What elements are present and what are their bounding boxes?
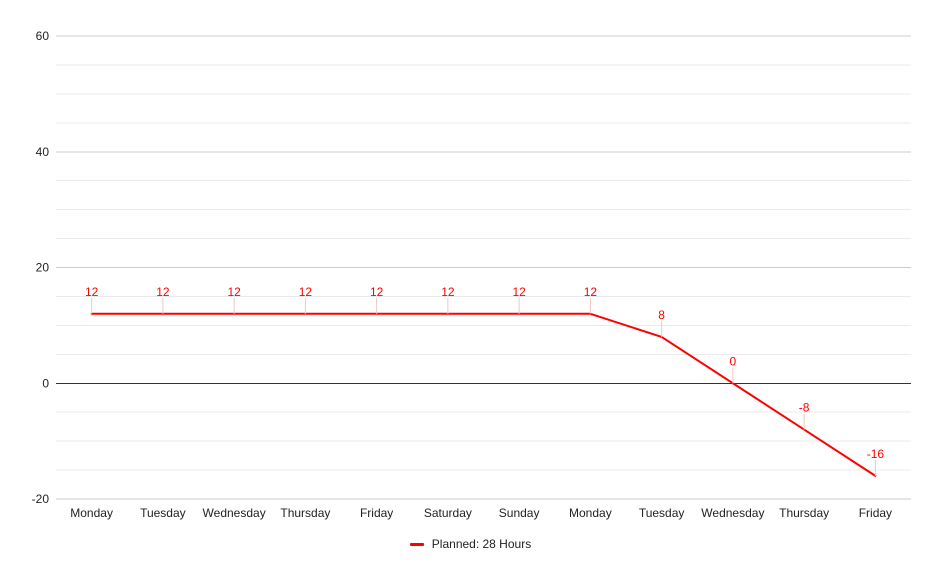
x-tick-label: Friday: [859, 506, 892, 520]
y-tick-label: 40: [36, 145, 50, 159]
legend-swatch: [409, 542, 424, 546]
data-label: 12: [441, 285, 455, 299]
gridlines: [56, 35, 911, 500]
y-tick-label: 20: [36, 261, 50, 275]
x-axis-tick-labels: Monday Tuesday Wednesday Thursday Friday Satu…: [70, 506, 892, 520]
x-tick-label: Tuesday: [140, 506, 186, 520]
data-labels: 12 12 12 12 12 12 12 12 8 0 -8 -16: [85, 285, 884, 476]
x-tick-label: Wednesday: [203, 506, 266, 520]
y-axis-tick-labels: 60 40 20 0 -20: [32, 29, 50, 506]
data-label: 8: [658, 308, 665, 322]
data-label: 12: [370, 285, 384, 299]
y-tick-label: -20: [32, 492, 50, 506]
data-label: 12: [512, 285, 526, 299]
data-label: 12: [85, 285, 99, 299]
data-label: 12: [156, 285, 170, 299]
legend-series-label: Planned: 28 Hours: [431, 537, 532, 551]
x-tick-label: Thursday: [779, 506, 829, 520]
y-tick-label: 60: [36, 29, 50, 43]
data-label: 12: [227, 285, 241, 299]
data-label: 0: [730, 354, 737, 368]
data-label: -8: [799, 401, 810, 415]
x-tick-label: Sunday: [499, 506, 540, 520]
x-tick-label: Thursday: [280, 506, 330, 520]
series-line: [90, 312, 877, 477]
x-tick-label: Friday: [360, 506, 393, 520]
x-tick-label: Tuesday: [639, 506, 685, 520]
x-tick-label: Saturday: [424, 506, 472, 520]
x-tick-label: Monday: [569, 506, 612, 520]
y-tick-label: 0: [42, 376, 49, 390]
legend: Planned: 28 Hours: [0, 537, 941, 551]
x-tick-label: Monday: [70, 506, 113, 520]
data-label: 12: [584, 285, 598, 299]
data-label: 12: [299, 285, 313, 299]
series-lines: [90, 312, 877, 477]
data-label: -16: [867, 447, 885, 461]
x-tick-label: Wednesday: [701, 506, 764, 520]
